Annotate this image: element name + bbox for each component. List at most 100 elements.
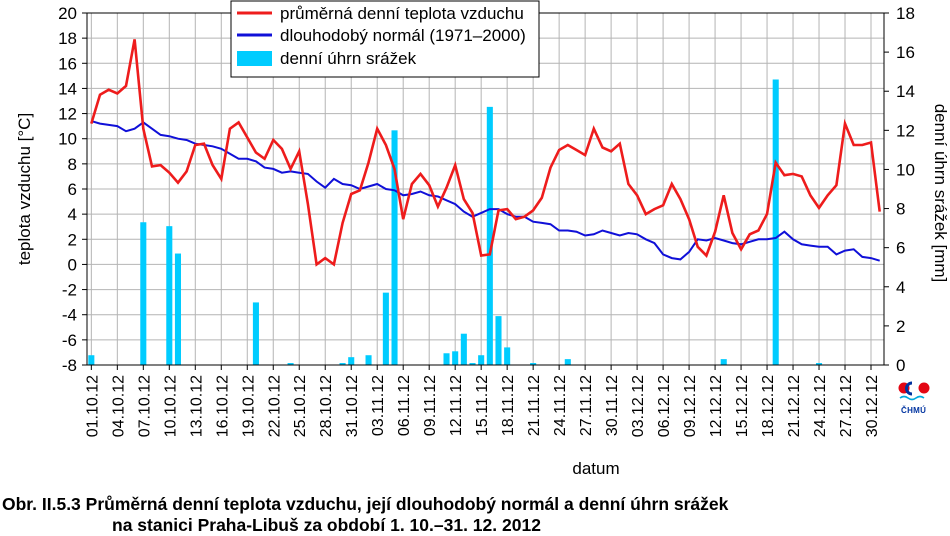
right-tick-label: 10 bbox=[896, 160, 915, 179]
precipitation-bar bbox=[478, 355, 485, 365]
x-tick-label: 06.11.12 bbox=[396, 375, 413, 436]
precipitation-bars bbox=[88, 79, 823, 365]
precipitation-bar bbox=[460, 333, 467, 365]
x-tick-label: 30.12.12 bbox=[864, 375, 881, 437]
chart: -8 -6 -4 -2 0 2 4 6 8 10 12 14 16 18 20 0 2 4 6 8 10 12 14 16 18… bbox=[15, 0, 950, 478]
precipitation-bar bbox=[443, 353, 450, 365]
precipitation-bar bbox=[452, 351, 459, 365]
logo-text: ČHMÚ bbox=[901, 406, 927, 415]
left-tick-label: 4 bbox=[68, 205, 77, 224]
legend-label: dlouhodobý normál (1971–2000) bbox=[280, 26, 526, 45]
right-tick-label: 14 bbox=[896, 82, 915, 101]
left-tick-label: 8 bbox=[68, 155, 77, 174]
left-tick-label: 14 bbox=[58, 79, 77, 98]
left-tick-label: 12 bbox=[58, 105, 77, 124]
x-tick-label: 22.10.12 bbox=[266, 375, 283, 437]
x-tick-label: 15.11.12 bbox=[474, 375, 491, 436]
x-tick-label: 24.11.12 bbox=[552, 375, 569, 436]
x-tick-label: 21.12.12 bbox=[786, 375, 803, 437]
right-tick-label: 4 bbox=[896, 278, 905, 297]
x-tick-label: 06.12.12 bbox=[656, 375, 673, 437]
legend-label: průměrná denní teplota vzduchu bbox=[280, 4, 524, 23]
x-tick-label: 04.10.12 bbox=[110, 375, 127, 437]
x-tick-label: 09.11.12 bbox=[422, 375, 439, 436]
x-tick-label: 25.10.12 bbox=[292, 375, 309, 437]
legend-item-precipitation: denní úhrn srážek bbox=[237, 49, 417, 68]
x-tick-label: 24.12.12 bbox=[812, 375, 829, 437]
x-tick-label: 13.10.12 bbox=[188, 375, 205, 437]
right-tick-label: 6 bbox=[896, 239, 905, 258]
precipitation-bar bbox=[348, 357, 355, 365]
precipitation-bar bbox=[365, 355, 372, 365]
legend-box bbox=[230, 0, 540, 78]
x-tick-label: 31.10.12 bbox=[344, 375, 361, 437]
left-tick-label: -8 bbox=[62, 356, 77, 375]
x-tick-label: 27.11.12 bbox=[578, 375, 595, 436]
precipitation-bar bbox=[174, 253, 181, 365]
left-axis-ticks: -8 -6 -4 -2 0 2 4 6 8 10 12 14 16 18 20 bbox=[58, 4, 87, 375]
precipitation-bar bbox=[391, 130, 398, 365]
x-tick-label: 10.10.12 bbox=[162, 375, 179, 437]
precipitation-bar bbox=[564, 359, 571, 365]
left-tick-label: -6 bbox=[62, 331, 77, 350]
x-tick-label: 19.10.12 bbox=[240, 375, 257, 437]
left-tick-label: 16 bbox=[58, 54, 77, 73]
right-tick-label: 8 bbox=[896, 200, 905, 219]
right-axis-ticks: 0 2 4 6 8 10 12 14 16 18 bbox=[884, 4, 915, 375]
right-tick-label: 18 bbox=[896, 4, 915, 23]
legend-item-normal: dlouhodobý normál (1971–2000) bbox=[237, 26, 526, 45]
x-tick-label: 09.12.12 bbox=[682, 375, 699, 437]
left-tick-label: 6 bbox=[68, 180, 77, 199]
precipitation-bar bbox=[88, 355, 95, 365]
precipitation-bar bbox=[530, 363, 537, 365]
right-tick-label: 16 bbox=[896, 43, 915, 62]
legend-item-temperature: průměrná denní teplota vzduchu bbox=[237, 4, 524, 23]
precipitation-bar bbox=[382, 292, 389, 365]
precipitation-bar bbox=[287, 363, 294, 365]
legend-swatch bbox=[237, 51, 272, 66]
precipitation-bar bbox=[495, 316, 502, 365]
x-tick-label: 12.12.12 bbox=[708, 375, 725, 437]
precipitation-bar bbox=[469, 363, 476, 365]
right-tick-label: 0 bbox=[896, 356, 905, 375]
precipitation-bar bbox=[252, 302, 259, 365]
legend: průměrná denní teplota vzduchu dlouhodobý… bbox=[230, 0, 540, 78]
caption-line-1: Obr. II.5.3 Průměrná denní teplota vzduc… bbox=[2, 494, 729, 514]
x-tick-label: 21.11.12 bbox=[526, 375, 543, 436]
precipitation-bar bbox=[339, 363, 346, 365]
x-tick-label: 27.12.12 bbox=[838, 375, 855, 437]
x-axis-ticks: 01.10.12 04.10.12 07.10.12 10.10.12 13.10.12… bbox=[84, 365, 881, 437]
chmu-logo-icon bbox=[898, 381, 930, 401]
precipitation-bar bbox=[486, 106, 493, 365]
precipitation-bar bbox=[720, 359, 727, 365]
x-tick-label: 28.10.12 bbox=[318, 375, 335, 437]
x-tick-label: 30.11.12 bbox=[604, 375, 621, 436]
right-tick-label: 12 bbox=[896, 121, 915, 140]
left-tick-label: 20 bbox=[58, 4, 77, 23]
precipitation-bar bbox=[504, 347, 511, 365]
figure-caption: Obr. II.5.3 Průměrná denní teplota vzduc… bbox=[2, 494, 728, 536]
left-tick-label: 2 bbox=[68, 230, 77, 249]
precipitation-bar bbox=[815, 363, 823, 365]
daily-temperature-line bbox=[90, 39, 881, 267]
left-tick-label: 18 bbox=[58, 29, 77, 48]
left-tick-label: -4 bbox=[62, 306, 77, 325]
x-tick-label: 03.12.12 bbox=[630, 375, 647, 437]
x-tick-label: 15.12.12 bbox=[734, 375, 751, 437]
x-tick-label: 18.12.12 bbox=[760, 375, 777, 437]
precipitation-bar bbox=[140, 222, 147, 365]
x-tick-label: 18.11.12 bbox=[500, 375, 517, 436]
y-axis-label-left: teplota vzduchu [°C] bbox=[15, 113, 34, 265]
left-tick-label: -2 bbox=[62, 281, 77, 300]
legend-label: denní úhrn srážek bbox=[280, 49, 417, 68]
x-tick-label: 01.10.12 bbox=[84, 375, 101, 437]
x-tick-label: 03.11.12 bbox=[370, 375, 387, 436]
right-tick-label: 2 bbox=[896, 317, 905, 336]
y-axis-label-right: denní úhrn srážek [mm] bbox=[931, 104, 950, 283]
x-tick-label: 16.10.12 bbox=[214, 375, 231, 437]
precipitation-bar bbox=[772, 79, 779, 365]
left-tick-label: 10 bbox=[58, 130, 77, 149]
x-axis-label: datum bbox=[572, 459, 619, 478]
x-tick-label: 12.11.12 bbox=[448, 375, 465, 436]
precipitation-bar bbox=[166, 226, 173, 365]
